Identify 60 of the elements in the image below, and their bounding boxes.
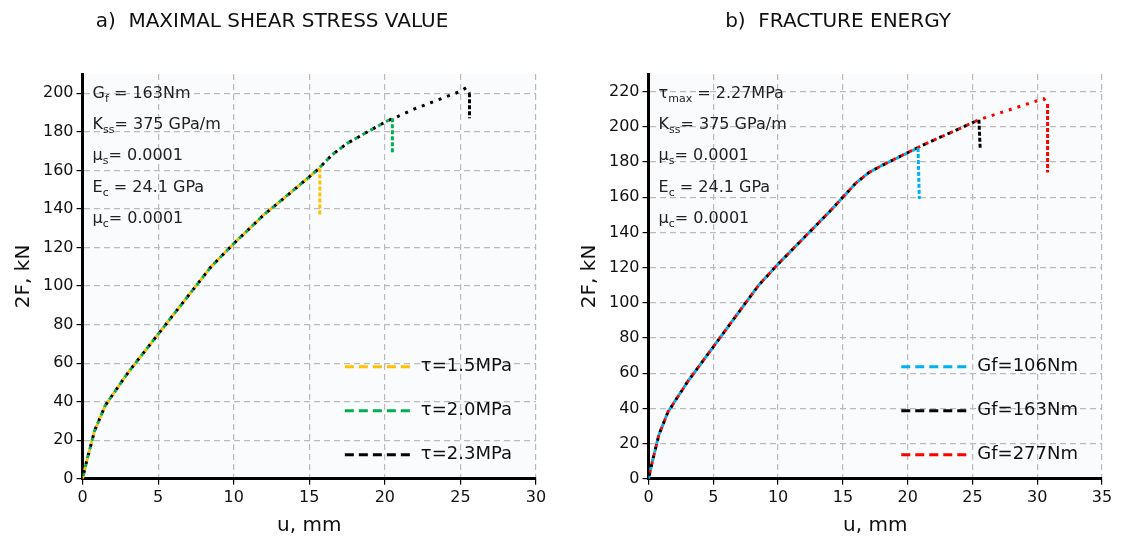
y-tick-label: 160 bbox=[608, 186, 640, 206]
x-tick-label: 20 bbox=[374, 486, 396, 506]
x-tick-label: 25 bbox=[450, 486, 471, 506]
x-tick-label: 15 bbox=[832, 486, 854, 506]
y-tick-label: 180 bbox=[608, 151, 640, 171]
y-tick-label: 20 bbox=[53, 429, 74, 449]
x-tick-label: 15 bbox=[299, 486, 320, 506]
y-tick-label: 140 bbox=[42, 198, 74, 218]
y-tick-label: 0 bbox=[629, 467, 640, 487]
y-tick-label: 140 bbox=[608, 221, 640, 241]
y-tick-label: 200 bbox=[608, 115, 640, 135]
y-tick-label: 40 bbox=[53, 390, 74, 410]
x-tick-label: 20 bbox=[897, 486, 918, 506]
x-tick-label: 35 bbox=[1091, 486, 1113, 506]
annotation: μ$_{c}$= 0.0001 bbox=[658, 207, 750, 230]
y-tick-label: 80 bbox=[53, 313, 74, 333]
annotation: μ$_{s}$= 0.0001 bbox=[92, 145, 183, 168]
y-tick-label: 60 bbox=[53, 352, 74, 372]
chart-title: a) MAXIMAL SHEAR STRESS VALUE bbox=[95, 8, 449, 33]
y-tick-label: 100 bbox=[42, 275, 74, 295]
legend-label: Gf=163Nm bbox=[977, 398, 1079, 420]
annotation: μ$_{s}$= 0.0001 bbox=[658, 145, 749, 168]
y-tick-label: 60 bbox=[619, 362, 640, 382]
annotation: K$_{ss}$= 375 GPa/m bbox=[658, 114, 787, 137]
annotation: G$_{f}$ = 163Nm bbox=[92, 83, 191, 106]
x-tick-label: 10 bbox=[223, 486, 244, 506]
y-tick-label: 100 bbox=[608, 291, 640, 311]
y-tick-label: 0 bbox=[63, 467, 74, 487]
annotation: K$_{ss}$= 375 GPa/m bbox=[92, 114, 221, 137]
x-tick-label: 5 bbox=[708, 486, 719, 506]
y-tick-label: 200 bbox=[42, 82, 74, 102]
y-tick-label: 120 bbox=[608, 256, 640, 276]
annotation: E$_{c}$ = 24.1 GPa bbox=[658, 176, 771, 199]
x-tick-label: 0 bbox=[77, 486, 88, 506]
x-axis-title: u, mm bbox=[277, 512, 342, 537]
annotation: τ$_{max}$ = 2.27MPa bbox=[658, 83, 784, 106]
y-tick-label: 180 bbox=[42, 120, 74, 140]
annotation: E$_{c}$ = 24.1 GPa bbox=[92, 176, 205, 199]
x-tick-label: 0 bbox=[643, 486, 654, 506]
y-tick-label: 160 bbox=[42, 159, 74, 179]
y-tick-label: 20 bbox=[619, 432, 640, 452]
x-tick-label: 25 bbox=[962, 486, 983, 506]
chart-title: b) FRACTURE ENERGY bbox=[725, 8, 952, 33]
legend-label: Gf=277Nm bbox=[977, 442, 1079, 464]
legend-label: Gf=106Nm bbox=[977, 354, 1079, 376]
x-tick-label: 30 bbox=[525, 486, 547, 506]
y-tick-label: 40 bbox=[619, 397, 640, 417]
x-tick-label: 10 bbox=[767, 486, 789, 506]
x-axis-title: u, mm bbox=[843, 512, 908, 537]
y-axis-title: 2F, kN bbox=[10, 244, 35, 309]
y-axis-title: 2F, kN bbox=[576, 244, 601, 309]
y-tick-label: 80 bbox=[619, 327, 640, 347]
legend-label: τ=2.0MPa bbox=[420, 398, 512, 420]
x-tick-label: 5 bbox=[153, 486, 164, 506]
legend-label: τ=1.5MPa bbox=[420, 354, 512, 376]
y-tick-label: 120 bbox=[42, 236, 74, 256]
y-tick-label: 220 bbox=[608, 80, 640, 100]
x-tick-label: 30 bbox=[1027, 486, 1048, 506]
legend-label: τ=2.3MPa bbox=[420, 442, 512, 464]
annotation: μ$_{c}$= 0.0001 bbox=[92, 207, 184, 230]
